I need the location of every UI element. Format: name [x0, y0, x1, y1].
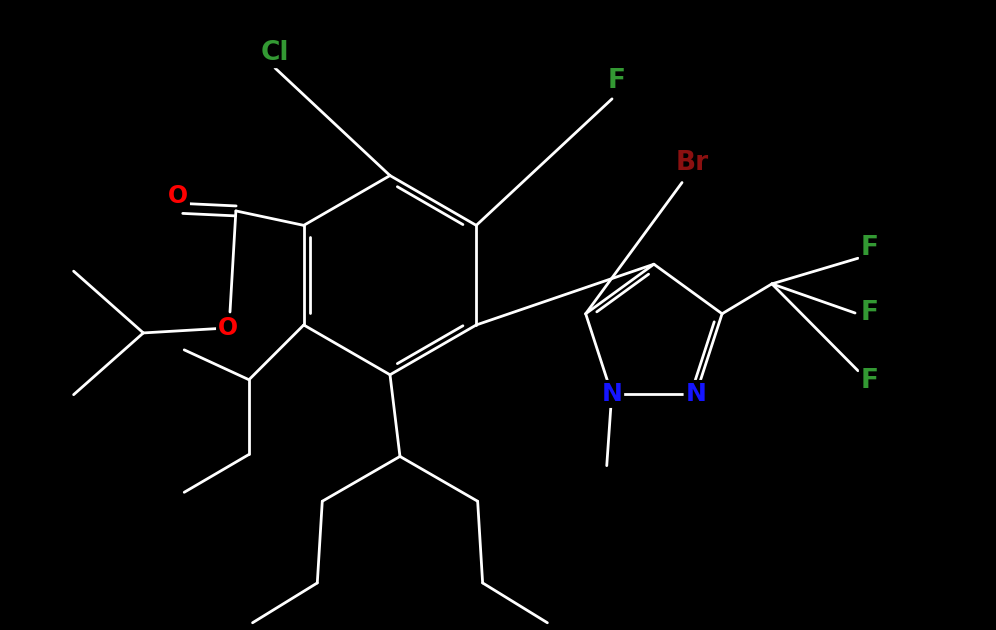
- Text: N: N: [685, 382, 706, 406]
- Text: O: O: [218, 316, 238, 340]
- Text: N: N: [602, 382, 622, 406]
- Text: O: O: [168, 185, 188, 209]
- Text: F: F: [861, 235, 879, 261]
- Text: F: F: [608, 68, 626, 94]
- Text: F: F: [861, 368, 879, 394]
- Text: F: F: [861, 300, 879, 326]
- Text: Cl: Cl: [261, 40, 289, 66]
- Text: Br: Br: [675, 149, 708, 176]
